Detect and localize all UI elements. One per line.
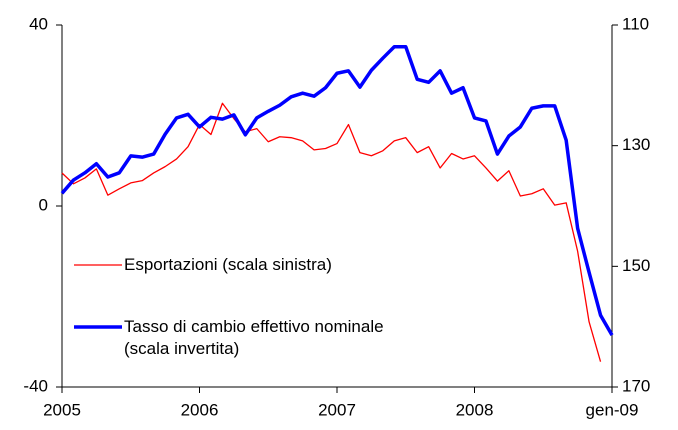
y-tick-label: 40 (29, 14, 48, 33)
y-tick-label: -40 (23, 376, 48, 395)
legend-label: Tasso di cambio effettivo nominale (scal… (124, 317, 384, 358)
y2-tick-label: 130 (622, 135, 650, 154)
series-line (60, 44, 614, 336)
x-tick-label: 2007 (318, 400, 356, 419)
x-tick-label: 2005 (43, 400, 81, 419)
series-line (61, 102, 602, 362)
x-tick-label: 2008 (456, 400, 494, 419)
x-tick-label: 2006 (181, 400, 219, 419)
legend-label: Esportazioni (scala sinistra) (124, 255, 332, 274)
x-tick-label: gen-09 (586, 400, 639, 419)
y2-tick-label: 170 (622, 376, 650, 395)
y2-tick-label: 150 (622, 256, 650, 275)
y-tick-label: 0 (39, 195, 48, 214)
y2-tick-label: 110 (622, 14, 649, 33)
